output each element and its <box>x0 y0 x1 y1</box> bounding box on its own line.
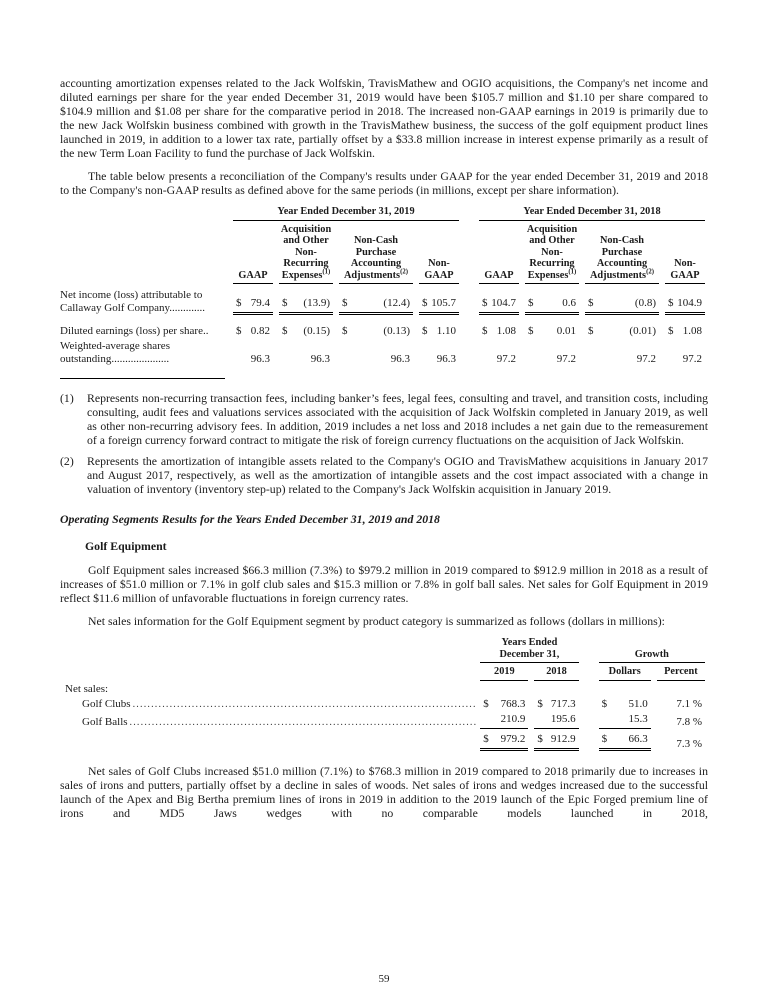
group-header-2018: Year Ended December 31, 2018 <box>476 206 708 221</box>
dot-leader <box>131 698 478 711</box>
column-header-gaap-2018: GAAP <box>476 221 522 284</box>
dot-leader <box>128 716 478 729</box>
table-row-net-income: Net income (loss) attributable to Callaw… <box>60 284 708 315</box>
value-cell: $768.3 <box>483 697 526 710</box>
table-row-weighted-shares: Weighted-average shares outstanding.....… <box>60 338 708 366</box>
footnote-separator <box>60 378 225 379</box>
value-cell: $0.6 <box>522 284 582 315</box>
column-header-2018: 2018 <box>531 663 581 681</box>
table-row-group-headers: Year Ended December 31, 2019 Year Ended … <box>60 206 708 221</box>
footnote-marker: (2) <box>60 454 74 468</box>
column-header-2019: 2019 <box>477 663 531 681</box>
column-header-nongaap-2019: Non-GAAP <box>416 221 462 284</box>
table-row-group-headers: Years Ended December 31, Growth <box>60 637 708 663</box>
footnote-text: Represents the amortization of intangibl… <box>87 454 708 496</box>
table-row-total-net-sales: $979.2 $912.9 $66.3 7.3 % <box>60 729 708 751</box>
column-header-noncash-2019: Non-Cash Purchase Accounting Adjustments… <box>336 221 416 284</box>
table-row-diluted-eps: Diluted earnings (loss) per share.. $0.8… <box>60 315 708 338</box>
column-header-nongaap-2018: Non-GAAP <box>662 221 708 284</box>
footnote-1: (1) Represents non-recurring transaction… <box>60 391 708 447</box>
total-cell: $979.2 <box>477 729 531 751</box>
row-label: Diluted earnings (loss) per share.. <box>60 325 209 337</box>
value-cell: 96.3 <box>310 353 330 365</box>
table-row-golf-balls: Golf Balls 210.9 195.6 15.3 7.8 % <box>60 711 708 729</box>
value-cell: 97.2 <box>682 353 702 365</box>
table-row-column-headers: GAAP Acquisition and Other Non-Recurring… <box>60 221 708 284</box>
column-header-acq-2019: Acquisition and Other Non-Recurring Expe… <box>276 221 336 284</box>
paragraph-table-intro: The table below presents a reconciliatio… <box>60 169 708 197</box>
group-header-2019: Year Ended December 31, 2019 <box>230 206 462 221</box>
column-header-noncash-2018: Non-Cash Purchase Accounting Adjustments… <box>582 221 662 284</box>
paragraph-golf-equipment-sales: Golf Equipment sales increased $66.3 mil… <box>60 563 708 605</box>
column-header-acq-2018: Acquisition and Other Non-Recurring Expe… <box>522 221 582 284</box>
footnote-text: Represents non-recurring transaction fee… <box>87 391 708 447</box>
value-cell: $104.9 <box>662 284 708 315</box>
column-header-percent: Percent <box>654 663 708 681</box>
value-cell: $ (0.13) <box>342 325 410 337</box>
value-cell: $0.82 <box>236 325 270 337</box>
column-header-dollars: Dollars <box>596 663 654 681</box>
total-cell: $912.9 <box>531 729 581 751</box>
paragraph-nongaap-intro: accounting amortization expenses related… <box>60 76 708 160</box>
value-cell: 7.1 % <box>676 697 702 710</box>
value-cell: $ (0.01) <box>588 325 656 337</box>
total-cell: 7.3 % <box>676 737 702 750</box>
group-header-growth: Growth <box>596 637 708 663</box>
footnote-marker: (1) <box>60 391 74 405</box>
value-cell: $1.08 <box>668 325 702 337</box>
value-cell: $ (13.9) <box>276 284 336 315</box>
table-row-column-headers: 2019 2018 Dollars Percent <box>60 663 708 681</box>
footnote-2: (2) Represents the amortization of intan… <box>60 454 708 496</box>
value-cell: $ (0.8) <box>582 284 662 315</box>
table-row-golf-clubs: Golf Clubs $768.3 $717.3 $51.0 7.1 % <box>60 696 708 711</box>
paragraph-golf-clubs-detail: Net sales of Golf Clubs increased $51.0 … <box>60 763 708 820</box>
value-cell: $ (12.4) <box>336 284 416 315</box>
row-label: Net income (loss) attributable to Callaw… <box>60 289 206 314</box>
row-label: Golf Balls <box>60 711 477 729</box>
value-cell: 96.3 <box>250 353 270 365</box>
value-cell: 97.2 <box>636 353 656 365</box>
value-cell: $1.08 <box>482 325 516 337</box>
section-heading-operating-segments: Operating Segments Results for the Years… <box>60 512 440 526</box>
row-label: Weighted-average shares outstanding.....… <box>60 340 170 365</box>
value-cell: 97.2 <box>496 353 516 365</box>
page-number: 59 <box>378 973 390 985</box>
value-cell: 96.3 <box>436 353 456 365</box>
value-cell: $105.7 <box>416 284 462 315</box>
value-cell: $717.3 <box>537 697 576 710</box>
value-cell: 7.8 % <box>676 715 702 728</box>
paragraph-net-sales-intro: Net sales information for the Golf Equip… <box>88 614 665 628</box>
column-header-gaap-2019: GAAP <box>230 221 276 284</box>
section-label: Net sales: <box>65 682 109 695</box>
value-cell: $1.10 <box>422 325 456 337</box>
value-cell: 195.6 <box>531 711 581 729</box>
subsection-heading-golf-equipment: Golf Equipment <box>85 539 167 553</box>
gaap-reconciliation-table: Year Ended December 31, 2019 Year Ended … <box>60 206 708 366</box>
table-row-net-sales-section: Net sales: <box>60 681 708 696</box>
total-cell: $66.3 <box>596 729 654 751</box>
value-cell: 97.2 <box>556 353 576 365</box>
value-cell: $104.7 <box>476 284 522 315</box>
value-cell: $51.0 <box>601 697 648 710</box>
value-cell: 15.3 <box>596 711 654 729</box>
value-cell: 210.9 <box>477 711 531 729</box>
group-header-years-ended: Years Ended December 31, <box>477 637 581 663</box>
value-cell: $79.4 <box>230 284 276 315</box>
value-cell: $0.01 <box>528 325 576 337</box>
value-cell: $ (0.15) <box>282 325 330 337</box>
net-sales-table: Years Ended December 31, Growth 2019 2018… <box>60 637 708 751</box>
row-label: Golf Clubs <box>60 696 477 711</box>
value-cell: 96.3 <box>390 353 410 365</box>
